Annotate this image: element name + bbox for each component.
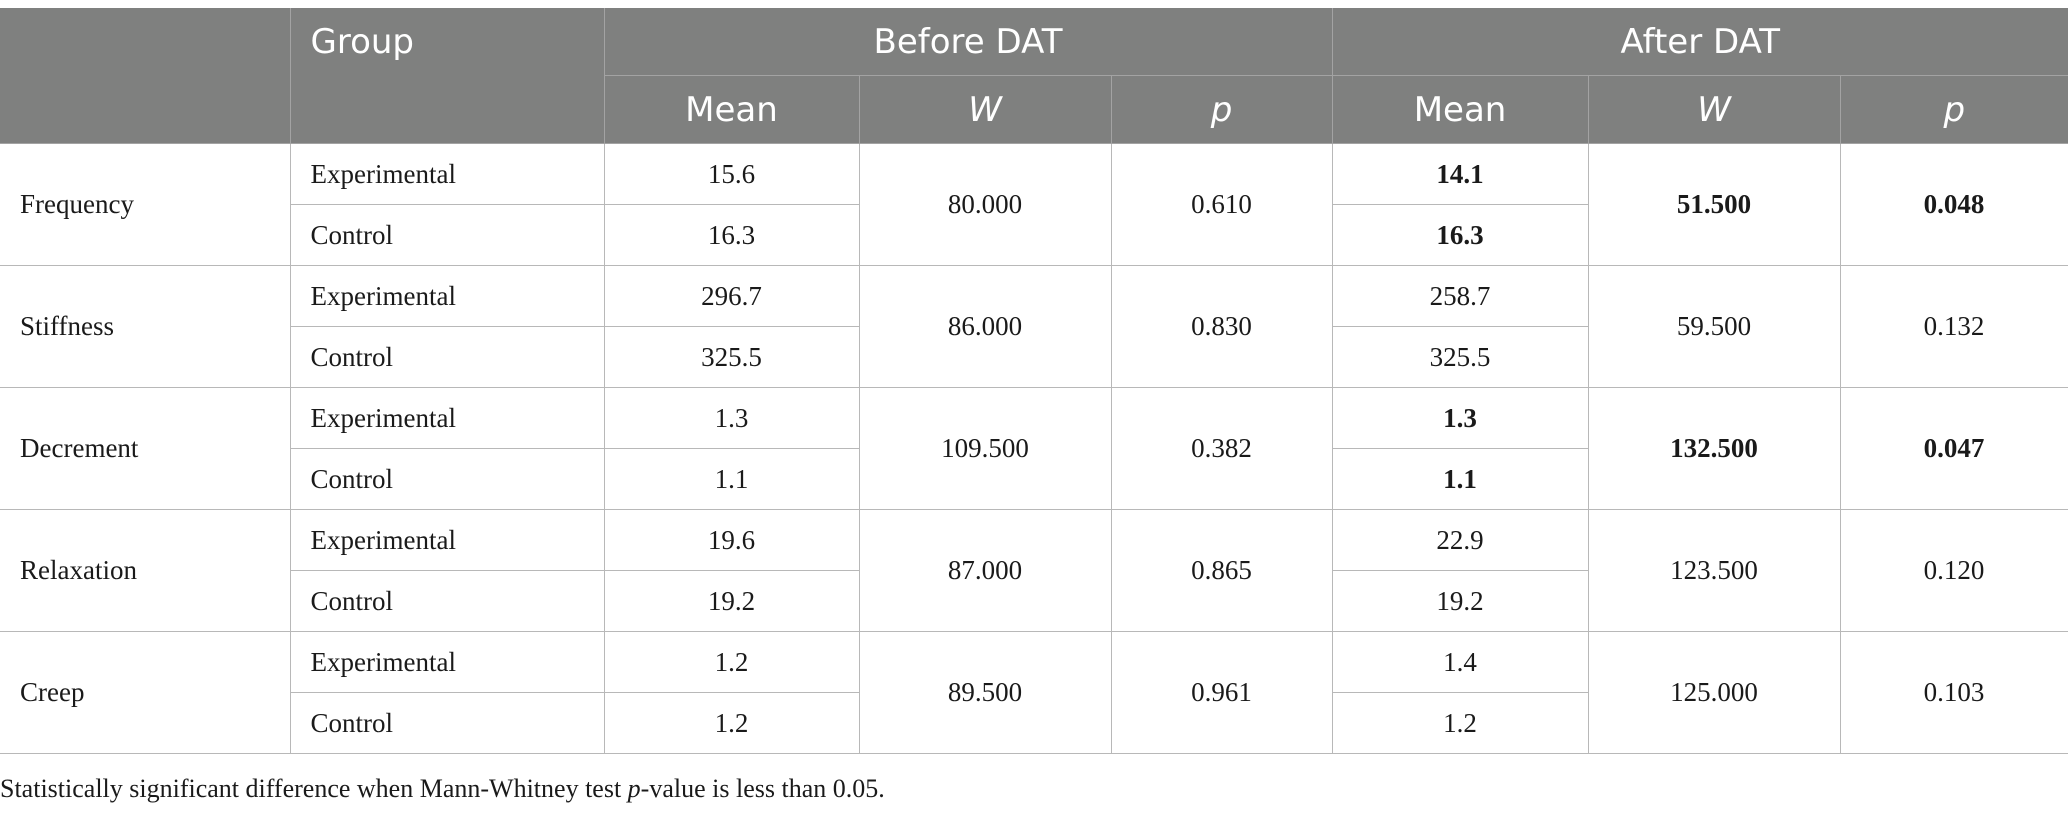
after-p: 0.047	[1839, 387, 2068, 510]
footnote-post: -value is less than 0.05.	[640, 774, 885, 803]
after-w: 51.500	[1587, 143, 1841, 266]
after-mean-control: 1.1	[1331, 448, 1589, 510]
before-mean-experimental: 19.6	[603, 509, 860, 571]
measure-label: Relaxation	[0, 509, 291, 632]
after-mean-experimental: 258.7	[1331, 265, 1589, 327]
table-row: Relaxation Experimental 19.6 87.000 0.865 22.…	[0, 509, 2068, 632]
table-footnote: Statistically significant difference whe…	[0, 774, 885, 804]
group-control: Control	[290, 204, 605, 266]
before-p: 0.865	[1110, 509, 1333, 632]
header-before-mean: Mean	[604, 75, 860, 144]
before-w: 89.500	[858, 631, 1112, 754]
group-experimental: Experimental	[289, 265, 605, 327]
table-row: Stiffness Experimental 296.7 86.000 0.830 258…	[0, 265, 2068, 388]
group-control: Control	[290, 570, 605, 632]
group-control: Control	[290, 692, 605, 754]
after-p: 0.132	[1839, 265, 2068, 388]
before-mean-control: 325.5	[603, 326, 860, 388]
before-mean-control: 1.1	[603, 448, 860, 510]
after-p: 0.048	[1839, 143, 2068, 266]
after-mean-control: 325.5	[1331, 326, 1589, 388]
group-control: Control	[290, 326, 605, 388]
table-row: Frequency Experimental 15.6 80.000 0.610 14.1…	[0, 143, 2068, 266]
after-mean-experimental: 22.9	[1331, 509, 1589, 571]
header-after-p: p	[1840, 75, 2068, 144]
group-experimental: Experimental	[289, 631, 605, 693]
header-before-p: p	[1111, 75, 1333, 144]
group-control: Control	[290, 448, 605, 510]
header-before-dat: Before DAT	[604, 8, 1333, 76]
before-mean-experimental: 1.2	[603, 631, 860, 693]
before-p: 0.610	[1110, 143, 1333, 266]
header-after-dat: After DAT	[1332, 8, 2068, 76]
before-p: 0.961	[1110, 631, 1333, 754]
header-after-mean: Mean	[1332, 75, 1589, 144]
after-w: 132.500	[1587, 387, 1841, 510]
before-mean-control: 16.3	[603, 204, 860, 266]
table-body: Frequency Experimental 15.6 80.000 0.610 14.1…	[0, 143, 2068, 754]
before-mean-control: 1.2	[603, 692, 860, 754]
after-p: 0.103	[1839, 631, 2068, 754]
table-row: Decrement Experimental 1.3 109.500 0.382 1.3 1…	[0, 387, 2068, 510]
before-w: 86.000	[858, 265, 1112, 388]
measure-label: Creep	[0, 631, 291, 754]
before-p: 0.830	[1110, 265, 1333, 388]
after-w: 125.000	[1587, 631, 1841, 754]
table-row: Control 1.1 1.1	[0, 448, 2068, 510]
table-row: Control 19.2 19.2	[0, 570, 2068, 632]
table-row: Control 325.5 325.5	[0, 326, 2068, 388]
table-row: Control 1.2 1.2	[0, 692, 2068, 754]
after-mean-control: 19.2	[1331, 570, 1589, 632]
before-mean-experimental: 15.6	[603, 143, 860, 205]
table-row: Creep Experimental 1.2 89.500 0.961 1.4 125.00…	[0, 631, 2068, 754]
header-blank	[0, 8, 291, 144]
group-experimental: Experimental	[289, 143, 605, 205]
after-mean-control: 1.2	[1331, 692, 1589, 754]
after-mean-experimental: 14.1	[1331, 143, 1589, 205]
after-mean-experimental: 1.4	[1331, 631, 1589, 693]
footnote-p: p	[627, 774, 641, 803]
after-w: 59.500	[1587, 265, 1841, 388]
group-experimental: Experimental	[289, 387, 605, 449]
group-experimental: Experimental	[289, 509, 605, 571]
table-row: Control 16.3 16.3	[0, 204, 2068, 266]
table-header: Group Before DAT After DAT Mean W p Mean…	[0, 8, 2068, 144]
header-after-w: W	[1588, 75, 1841, 144]
results-table-container: Group Before DAT After DAT Mean W p Mean…	[0, 8, 2068, 754]
before-w: 87.000	[858, 509, 1112, 632]
before-mean-control: 19.2	[603, 570, 860, 632]
after-w: 123.500	[1587, 509, 1841, 632]
header-group: Group	[290, 8, 605, 144]
results-table: Group Before DAT After DAT Mean W p Mean…	[0, 8, 2068, 754]
after-p: 0.120	[1839, 509, 2068, 632]
measure-label: Stiffness	[0, 265, 291, 388]
after-mean-experimental: 1.3	[1331, 387, 1589, 449]
measure-label: Decrement	[0, 387, 291, 510]
before-w: 109.500	[858, 387, 1112, 510]
before-w: 80.000	[858, 143, 1112, 266]
after-mean-control: 16.3	[1331, 204, 1589, 266]
before-mean-experimental: 1.3	[603, 387, 860, 449]
before-mean-experimental: 296.7	[603, 265, 860, 327]
measure-label: Frequency	[0, 143, 291, 266]
footnote-pre: Statistically significant difference whe…	[0, 774, 628, 803]
before-p: 0.382	[1110, 387, 1333, 510]
header-before-w: W	[859, 75, 1112, 144]
